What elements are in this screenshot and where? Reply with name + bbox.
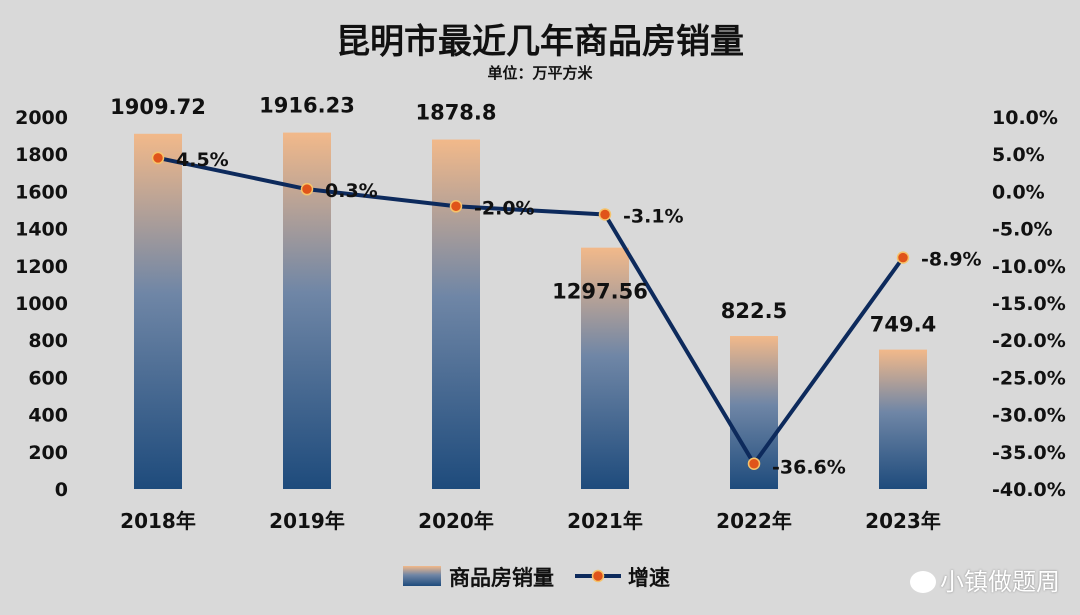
bar-2023年 [879, 349, 927, 489]
left-tick-label: 1800 [15, 144, 68, 166]
growth-value-label: -2.0% [474, 197, 535, 219]
growth-value-label: -8.9% [921, 249, 982, 271]
paw-icon [910, 571, 936, 593]
bar-value-label: 822.5 [721, 299, 787, 323]
right-tick-label: -10.0% [992, 256, 1066, 278]
growth-marker-2019年 [300, 182, 314, 196]
x-tick-label: 2019年 [269, 509, 345, 533]
x-tick-label: 2022年 [716, 509, 792, 533]
data-labels: 1909.72 1916.23 1878.8 1297.56 822.5 749.4 4.5… [110, 94, 981, 479]
x-tick-label: 2021年 [567, 509, 643, 533]
right-tick-label: 10.0% [992, 107, 1058, 129]
right-tick-label: -15.0% [992, 293, 1066, 315]
legend-line-label: 增速 [628, 566, 670, 590]
x-tick-label: 2018年 [120, 509, 196, 533]
growth-marker-2018年 [151, 151, 165, 165]
bar-series [134, 132, 927, 489]
growth-value-label: -36.6% [772, 457, 846, 479]
axes: 0 200 400 600 800 1000 1200 1400 1600 1800 2000 -40… [15, 107, 1066, 533]
legend: 商品房销量 增速 [403, 566, 670, 590]
growth-marker-2020年 [449, 200, 463, 213]
growth-value-label: -3.1% [623, 205, 684, 227]
bar-2018年 [134, 133, 182, 489]
left-tick-label: 600 [28, 367, 68, 389]
legend-bar-swatch [403, 566, 441, 586]
growth-marker-2023年 [896, 251, 910, 264]
watermark-text: 小镇做题周 [940, 568, 1060, 596]
chart-title: 昆明市最近几年商品房销量 [336, 22, 744, 62]
growth-marker-2021年 [598, 208, 612, 221]
growth-line [157, 155, 905, 466]
right-tick-label: -20.0% [992, 330, 1066, 352]
bar-value-label: 1916.23 [259, 94, 355, 118]
right-tick-label: -5.0% [992, 219, 1053, 241]
left-tick-label: 1000 [15, 293, 68, 315]
bar-value-label: 1878.8 [415, 101, 496, 125]
left-tick-label: 400 [28, 405, 68, 427]
x-tick-label: 2023年 [865, 509, 941, 533]
left-tick-label: 0 [55, 479, 68, 501]
right-tick-label: 5.0% [992, 144, 1045, 166]
legend-bar-label: 商品房销量 [449, 566, 554, 590]
bar-2020年 [432, 139, 480, 489]
chart-subtitle: 单位：万平方米 [487, 64, 593, 82]
growth-value-label: 0.3% [325, 180, 378, 202]
left-tick-label: 2000 [15, 107, 68, 129]
line-series [151, 151, 910, 470]
bar-value-label: 749.4 [870, 313, 936, 337]
right-tick-label: 0.0% [992, 181, 1045, 203]
left-tick-label: 200 [28, 442, 68, 464]
right-tick-label: -25.0% [992, 367, 1066, 389]
left-tick-label: 800 [28, 330, 68, 352]
bar-value-label: 1297.56 [552, 280, 648, 304]
left-tick-label: 1600 [15, 181, 68, 203]
watermark: 小镇做题周 [910, 562, 1060, 597]
left-tick-label: 1200 [15, 256, 68, 278]
bar-value-label: 1909.72 [110, 95, 206, 119]
left-tick-label: 1400 [15, 219, 68, 241]
legend-line-marker [591, 569, 605, 583]
right-tick-label: -40.0% [992, 479, 1066, 501]
right-tick-label: -35.0% [992, 442, 1066, 464]
x-tick-label: 2020年 [418, 509, 494, 533]
growth-marker-2022年 [747, 457, 761, 470]
growth-value-label: 4.5% [176, 149, 229, 171]
bar-2021年 [581, 247, 629, 489]
right-tick-label: -30.0% [992, 405, 1066, 427]
